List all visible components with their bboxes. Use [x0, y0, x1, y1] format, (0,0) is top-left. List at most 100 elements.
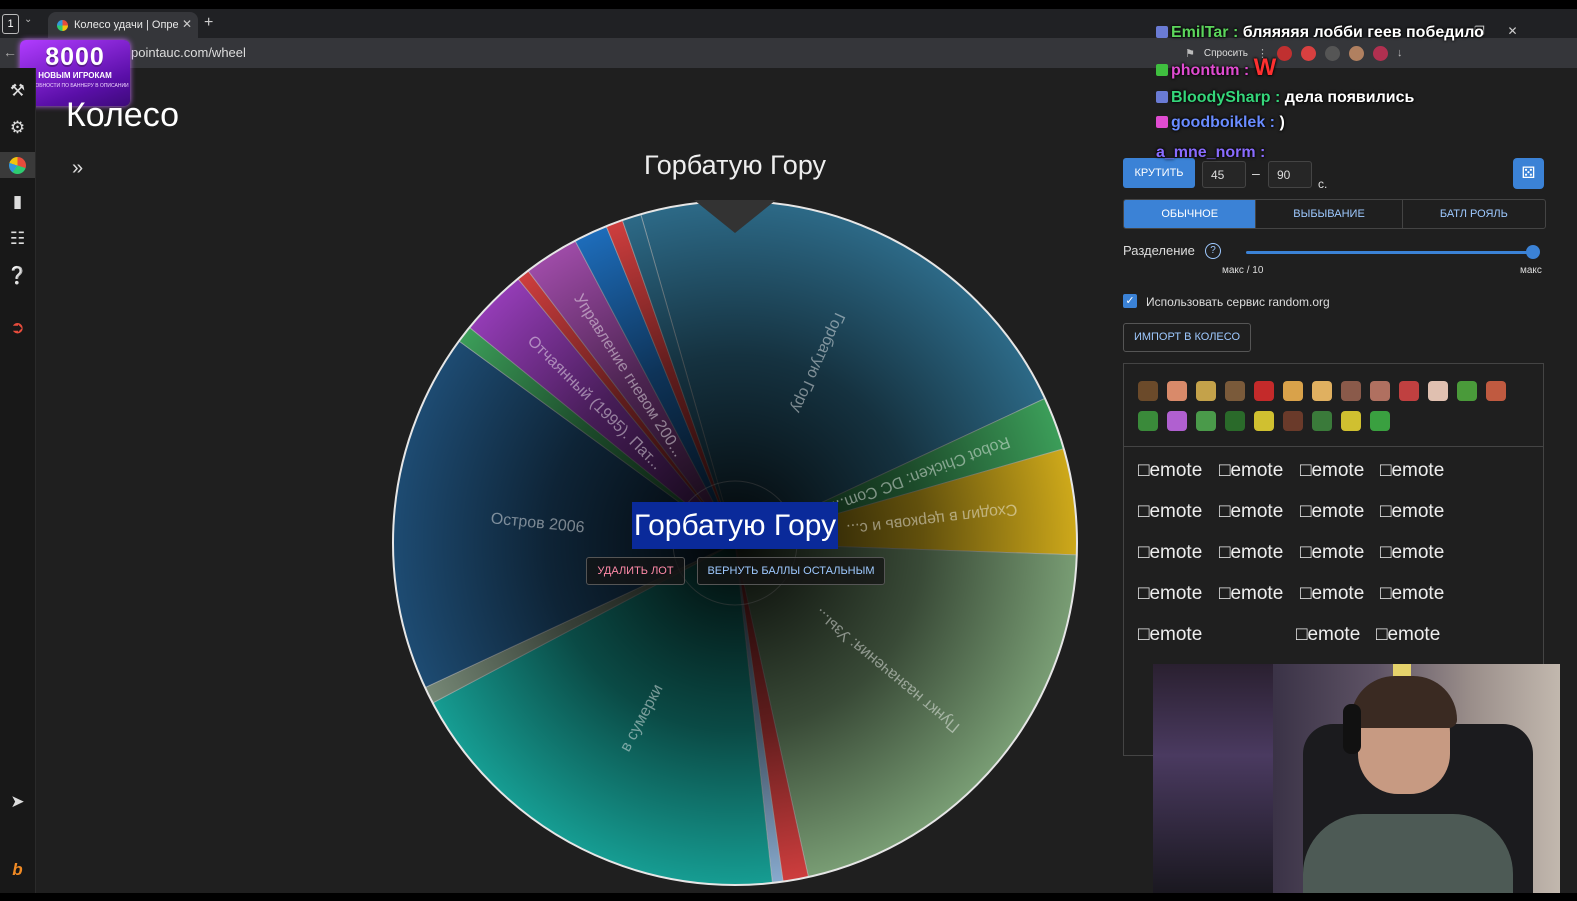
- emote-broken-image[interactable]: □emote: [1300, 583, 1365, 604]
- tab-elimination[interactable]: ВЫБЫВАНИЕ: [1256, 200, 1403, 228]
- emote-broken-image[interactable]: □emote: [1138, 501, 1203, 522]
- chat-username: a_mne_norm: [1156, 144, 1256, 161]
- chat-message: phontum : W: [1156, 54, 1276, 82]
- close-window-icon[interactable]: ✕: [1507, 24, 1518, 38]
- tab-list-chevron-icon[interactable]: ⌄: [24, 14, 33, 25]
- strip2-emote-icon[interactable]: [1312, 411, 1332, 431]
- strip1-emote-icon[interactable]: [1167, 381, 1187, 401]
- tab-battle-royale[interactable]: БАТЛ РОЯЛЬ: [1439, 208, 1508, 220]
- chat-text: ): [1279, 114, 1285, 131]
- strip2-emote-icon[interactable]: [1225, 411, 1245, 431]
- tab-count-badge[interactable]: 1: [2, 14, 19, 34]
- strip1-emote-icon[interactable]: [1225, 381, 1245, 401]
- strip1-emote-icon[interactable]: [1399, 381, 1419, 401]
- chat-separator: :: [1265, 114, 1280, 131]
- extension-red-icon[interactable]: [1277, 45, 1293, 61]
- emote-broken-image[interactable]: □emote: [1219, 501, 1284, 522]
- emote-broken-image[interactable]: □emote: [1300, 460, 1365, 481]
- strip1-emote-icon[interactable]: [1370, 381, 1390, 401]
- emote-strip-1: [1138, 381, 1518, 401]
- maximize-icon[interactable]: ❐: [1474, 24, 1485, 38]
- emote-broken-image[interactable]: □emote: [1376, 624, 1441, 645]
- emote-broken-image[interactable]: □emote: [1219, 460, 1284, 481]
- import-to-wheel-button[interactable]: ИМПОРТ В КОЛЕСО: [1123, 323, 1251, 352]
- strip2-emote-icon[interactable]: [1196, 411, 1216, 431]
- spin-min-input[interactable]: 45: [1202, 161, 1246, 188]
- promo-banner[interactable]: 8000 НОВЫМ ИГРОКАМ ПОДРОБНОСТИ ПО БАННЕР…: [20, 40, 130, 106]
- minimize-icon[interactable]: —: [1440, 24, 1453, 38]
- strip2-emote-icon[interactable]: [1370, 411, 1390, 431]
- sidebar-stats-bar-chart-icon[interactable]: ▮: [12, 192, 23, 211]
- browser-tab[interactable]: Колесо удачи | Опреде ✕: [48, 12, 198, 38]
- back-arrow-icon[interactable]: ←: [3, 44, 17, 60]
- sidebar-telegram-icon[interactable]: ➤: [10, 792, 25, 811]
- emote-broken-image[interactable]: □emote: [1300, 542, 1365, 563]
- extension-toolbar: ⚑ Спросить ⋮ ↓: [1185, 44, 1555, 62]
- sidebar-brand-logo-icon[interactable]: b: [12, 860, 23, 879]
- emote-broken-image[interactable]: □emote: [1138, 624, 1203, 645]
- chat-text: W: [1253, 54, 1277, 81]
- random-org-checkbox[interactable]: ✓: [1123, 294, 1137, 308]
- promo-details: ПОДРОБНОСТИ ПО БАННЕРУ В ОПИСАНИИ: [21, 83, 129, 89]
- help-circle-icon[interactable]: ?: [1205, 243, 1221, 259]
- split-slider-track[interactable]: [1246, 251, 1533, 254]
- strip1-emote-icon[interactable]: [1283, 381, 1303, 401]
- dice-icon[interactable]: ⚄: [1513, 158, 1544, 189]
- split-label: Разделение: [1123, 243, 1195, 258]
- stream-chat-overlay: EmilTar : бляяяяя лобби геев победило pho…: [1150, 20, 1550, 180]
- emote-broken-image[interactable]: □emote: [1219, 542, 1284, 563]
- sidebar-gavel-icon[interactable]: ⚒: [9, 81, 26, 100]
- expand-chevron-icon[interactable]: »: [72, 157, 84, 179]
- new-tab-plus-icon[interactable]: +: [204, 14, 214, 31]
- split-slider-thumb[interactable]: [1526, 245, 1540, 259]
- tab-normal[interactable]: ОБЫЧНОЕ: [1124, 200, 1257, 228]
- emote-broken-image[interactable]: □emote: [1380, 460, 1445, 481]
- return-points-button[interactable]: ВЕРНУТЬ БАЛЛЫ ОСТАЛЬНЫМ: [697, 557, 885, 585]
- strip2-emote-icon[interactable]: [1341, 411, 1361, 431]
- emote-broken-image[interactable]: □emote: [1219, 583, 1284, 604]
- emote-broken-image[interactable]: □emote: [1380, 542, 1445, 563]
- tab-close-icon[interactable]: ✕: [182, 17, 193, 31]
- emote-broken-image[interactable]: □emote: [1296, 624, 1361, 645]
- delete-lot-button[interactable]: УДАЛИТЬ ЛОТ: [586, 557, 685, 585]
- emote-broken-image[interactable]: □emote: [1138, 460, 1203, 481]
- strip2-emote-icon[interactable]: [1138, 411, 1158, 431]
- sidebar-settings-gear-icon[interactable]: ⚙: [9, 118, 26, 137]
- webcam-person-hair: [1351, 676, 1457, 728]
- chat-message: a_mne_norm :: [1156, 144, 1265, 162]
- strip1-emote-icon[interactable]: [1486, 381, 1506, 401]
- sidebar-logout-icon[interactable]: ➲: [10, 318, 25, 337]
- strip1-emote-icon[interactable]: [1138, 381, 1158, 401]
- sidebar-clipboard-icon[interactable]: ☷: [9, 229, 26, 248]
- strip2-emote-icon[interactable]: [1283, 411, 1303, 431]
- menu-dots-icon[interactable]: ⋮: [1257, 47, 1269, 60]
- strip1-emote-icon[interactable]: [1428, 381, 1448, 401]
- strip1-emote-icon[interactable]: [1196, 381, 1216, 401]
- extension-gray-icon[interactable]: [1325, 45, 1341, 61]
- emote-broken-image[interactable]: □emote: [1380, 583, 1445, 604]
- emote-broken-image[interactable]: □emote: [1380, 501, 1445, 522]
- sidebar-help-icon[interactable]: ❔: [6, 266, 29, 285]
- strip1-emote-icon[interactable]: [1254, 381, 1274, 401]
- extension-u-icon[interactable]: [1373, 45, 1389, 61]
- strip1-emote-icon[interactable]: [1341, 381, 1361, 401]
- extension-record-icon[interactable]: [1301, 45, 1317, 61]
- spin-button[interactable]: КРУТИТЬ: [1123, 158, 1195, 188]
- strip2-emote-icon[interactable]: [1254, 411, 1274, 431]
- strip1-emote-icon[interactable]: [1457, 381, 1477, 401]
- spin-max-input[interactable]: 90: [1268, 161, 1312, 188]
- strip2-emote-icon[interactable]: [1167, 411, 1187, 431]
- strip1-emote-icon[interactable]: [1312, 381, 1332, 401]
- address-bar: ← pointauc.com/wheel ⚑ Спросить ⋮ ↓: [0, 38, 1577, 68]
- extension-avatar-icon[interactable]: [1349, 45, 1365, 61]
- ask-button[interactable]: Спросить: [1203, 47, 1249, 59]
- window-controls: — ❐ ✕: [1430, 18, 1570, 44]
- emote-broken-image[interactable]: □emote: [1300, 501, 1365, 522]
- download-icon[interactable]: ↓: [1397, 47, 1403, 59]
- emote-broken-image[interactable]: □emote: [1138, 583, 1203, 604]
- emote-broken-image[interactable]: □emote: [1138, 542, 1203, 563]
- url-text[interactable]: pointauc.com/wheel: [131, 45, 246, 60]
- sidebar-wheel-pie-icon[interactable]: [0, 152, 35, 178]
- range-dash: –: [1252, 165, 1260, 181]
- bookmark-icon[interactable]: ⚑: [1185, 47, 1195, 60]
